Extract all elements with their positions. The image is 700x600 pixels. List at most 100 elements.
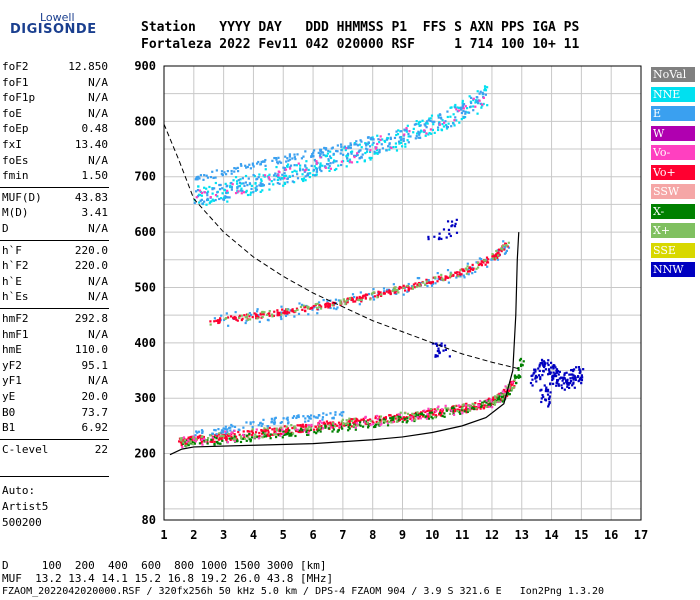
echo-point-x-plus <box>468 409 472 412</box>
echo-point-vo- <box>183 437 186 440</box>
echo-point-vo- <box>437 413 441 416</box>
echo-point-e <box>469 105 472 108</box>
echo-point-e <box>366 148 369 151</box>
echo-point-vo- <box>383 416 386 420</box>
echo-point-e <box>372 138 375 141</box>
echo-point-e <box>436 126 440 129</box>
echo-point-e <box>195 190 198 193</box>
echo-point-e <box>237 428 240 431</box>
echo-point-vo- <box>218 437 221 440</box>
echo-point-vo-plus <box>444 278 447 281</box>
echo-point-nnw <box>443 344 447 347</box>
echo-point-nne <box>286 165 289 168</box>
echo-point-nne <box>373 152 376 155</box>
echo-point-vo-minus <box>187 439 190 442</box>
echo-point-nnw <box>533 368 536 371</box>
echo-point-x- <box>324 426 327 429</box>
echo-point-vo- <box>502 388 506 392</box>
echo-point-nne <box>205 187 208 190</box>
panel-divider <box>0 308 109 309</box>
echo-point-e <box>228 196 231 199</box>
param-value: 110.0 <box>74 343 108 357</box>
echo-point-vo-plus <box>377 292 381 296</box>
echo-point-x-plus <box>395 416 399 419</box>
panel-divider <box>0 239 109 241</box>
echo-point-vo- <box>510 380 513 384</box>
echo-point-e <box>419 281 422 285</box>
echo-point-e <box>395 130 398 133</box>
echo-point-vo-minus <box>457 404 461 407</box>
echo-point-e <box>251 162 254 165</box>
echo-point-x- <box>193 442 196 445</box>
echo-point-vo-plus <box>454 271 458 274</box>
echo-point-vo- <box>509 383 512 387</box>
echo-point-vo-minus <box>209 196 212 199</box>
echo-point-vo-minus <box>478 99 481 102</box>
echo-point-e <box>230 188 233 191</box>
echo-point-vo- <box>475 405 478 409</box>
echo-point-nne <box>430 114 434 117</box>
echo-point-e <box>310 155 313 158</box>
echo-point-vo- <box>271 433 274 436</box>
echo-point-nnw <box>549 383 552 386</box>
echo-point-x-plus <box>246 318 249 321</box>
echo-point-e <box>196 175 199 179</box>
echo-point-vo- <box>260 429 263 432</box>
echo-point-x- <box>414 415 417 418</box>
echo-point-nne <box>214 181 217 185</box>
echo-point-vo-plus <box>428 281 431 284</box>
echo-point-vo-plus <box>238 314 242 317</box>
echo-point-nnw <box>537 367 540 370</box>
echo-point-nnw <box>539 377 542 381</box>
echo-point-e <box>252 421 255 424</box>
echo-point-vo-plus <box>318 304 321 307</box>
echo-point-nne <box>440 129 444 132</box>
echo-point-vo- <box>257 435 260 438</box>
echo-point-nnw <box>540 400 543 404</box>
echo-point-nne <box>197 185 200 188</box>
param-value: 3.41 <box>81 206 109 220</box>
echo-point-vo- <box>369 418 372 421</box>
echo-point-nne <box>376 134 379 137</box>
echo-point-vo- <box>251 431 255 435</box>
echo-point-e <box>358 149 361 152</box>
echo-point-nne <box>417 121 421 124</box>
echo-point-vo-plus <box>355 296 359 299</box>
echo-point-e <box>215 433 218 436</box>
echo-point-e <box>292 415 296 418</box>
echo-point-nnw <box>539 362 542 365</box>
echo-point-vo-plus <box>429 282 433 285</box>
echo-point-nnw <box>549 366 553 369</box>
echo-point-vo- <box>427 414 430 417</box>
echo-point-nne <box>468 95 471 98</box>
echo-point-vo- <box>324 422 327 425</box>
echo-point-vo-plus <box>218 318 221 321</box>
echo-point-e <box>260 183 263 186</box>
echo-point-nnw <box>548 372 551 375</box>
echo-point-e <box>452 122 455 125</box>
echo-point-nnw <box>561 379 564 382</box>
echo-point-nne <box>406 139 409 142</box>
echo-point-vo- <box>472 405 475 408</box>
echo-point-x- <box>466 410 469 413</box>
echo-point-nne <box>457 106 461 109</box>
echo-point-vo-minus <box>461 412 464 415</box>
echo-point-e <box>199 174 203 177</box>
echo-point-x-plus <box>369 298 372 301</box>
echo-point-vo-minus <box>374 147 377 150</box>
echo-point-e <box>248 182 252 185</box>
echo-point-vo-minus <box>501 390 504 393</box>
echo-point-vo-minus <box>504 385 507 388</box>
echo-point-x- <box>422 413 425 417</box>
echo-point-vo- <box>348 419 351 422</box>
echo-point-nne <box>198 201 201 204</box>
echo-point-x-plus <box>275 429 279 432</box>
echo-point-nne <box>441 123 444 126</box>
echo-point-x- <box>288 434 291 437</box>
echo-point-x-plus <box>485 405 488 408</box>
echo-point-x-plus <box>294 309 297 313</box>
echo-point-nnw <box>569 377 572 380</box>
echo-point-nne <box>291 170 294 174</box>
echo-point-vo- <box>266 429 270 432</box>
echo-point-x- <box>515 381 518 385</box>
